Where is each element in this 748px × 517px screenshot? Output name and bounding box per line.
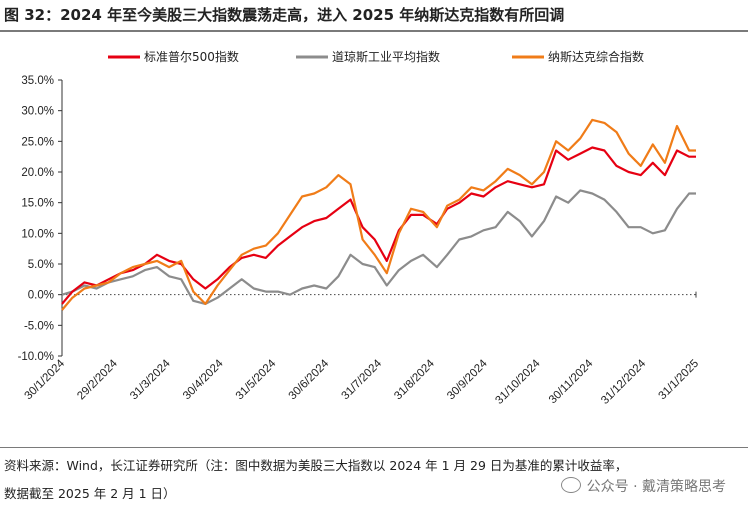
- y-tick-label: -5.0%: [24, 320, 54, 332]
- x-tick-label: 30/11/2024: [547, 357, 596, 406]
- series-line-sp500: [61, 146, 696, 305]
- x-tick-label: 30/9/2024: [445, 357, 490, 402]
- x-tick-label: 31/1/2025: [656, 358, 701, 403]
- wechat-icon: [560, 477, 581, 493]
- x-tick-label: 30/4/2024: [181, 357, 226, 402]
- x-axis: 30/1/2024 29/2/2024 31/3/2024 30/4/2024 31/5…: [22, 291, 701, 407]
- source-line-1: 资料来源：Wind，长江证券研究所（注：图中数据为美股三大指数以 2024 年 …: [4, 458, 628, 473]
- y-tick-label: 5.0%: [28, 259, 54, 271]
- source-line-2: 数据截至 2025 年 2 月 1 日）: [4, 486, 176, 501]
- x-tick-label: 30/6/2024: [287, 357, 332, 402]
- x-tick-label: 31/5/2024: [234, 357, 279, 402]
- y-tick-label: 35.0%: [21, 75, 54, 87]
- x-tick-label: 31/3/2024: [128, 357, 173, 402]
- watermark-text: 公众号 · 戴清策略思考: [586, 479, 726, 495]
- y-tick-label: 30.0%: [21, 106, 54, 118]
- top-rule: [0, 30, 748, 32]
- x-tick-label: 31/8/2024: [392, 357, 437, 402]
- x-tick-label: 29/2/2024: [75, 357, 120, 402]
- legend-label: 纳斯达克综合指数: [548, 49, 644, 64]
- y-axis: -10.0% -5.0% 0.0% 5.0% 10.0% 15.0% 20.0% 25.0% 3…: [18, 75, 63, 363]
- x-tick-label: 31/10/2024: [493, 357, 543, 407]
- page-title: 图 32：2024 年至今美股三大指数震荡走高，进入 2025 年纳斯达克指数有…: [4, 6, 565, 24]
- legend-label: 道琼斯工业平均指数: [332, 49, 440, 64]
- y-tick-label: 20.0%: [21, 167, 54, 179]
- y-tick-label: -10.0%: [18, 351, 54, 363]
- y-tick-label: 0.0%: [28, 290, 54, 302]
- x-tick-label: 30/1/2024: [22, 357, 67, 402]
- x-tick-label: 31/7/2024: [339, 357, 384, 402]
- y-tick-label: 10.0%: [21, 228, 54, 240]
- bottom-rule: [0, 447, 748, 448]
- legend: 标准普尔500指数 道琼斯工业平均指数 纳斯达克综合指数: [108, 49, 644, 64]
- series-line-nasdaq: [61, 118, 696, 311]
- watermark: 公众号 · 戴清策略思考: [560, 476, 726, 496]
- line-chart: 标准普尔500指数 道琼斯工业平均指数 纳斯达克综合指数 -10.0% -5.0% 0.…: [18, 49, 702, 407]
- legend-label: 标准普尔500指数: [144, 49, 239, 64]
- source-note: 资料来源：Wind，长江证券研究所（注：图中数据为美股三大指数以 2024 年 …: [4, 452, 744, 508]
- y-tick-label: 25.0%: [21, 136, 54, 148]
- y-tick-label: 15.0%: [21, 198, 54, 210]
- series-line-dow: [61, 189, 696, 305]
- x-tick-label: 31/12/2024: [599, 357, 649, 407]
- series-layer: [61, 118, 696, 311]
